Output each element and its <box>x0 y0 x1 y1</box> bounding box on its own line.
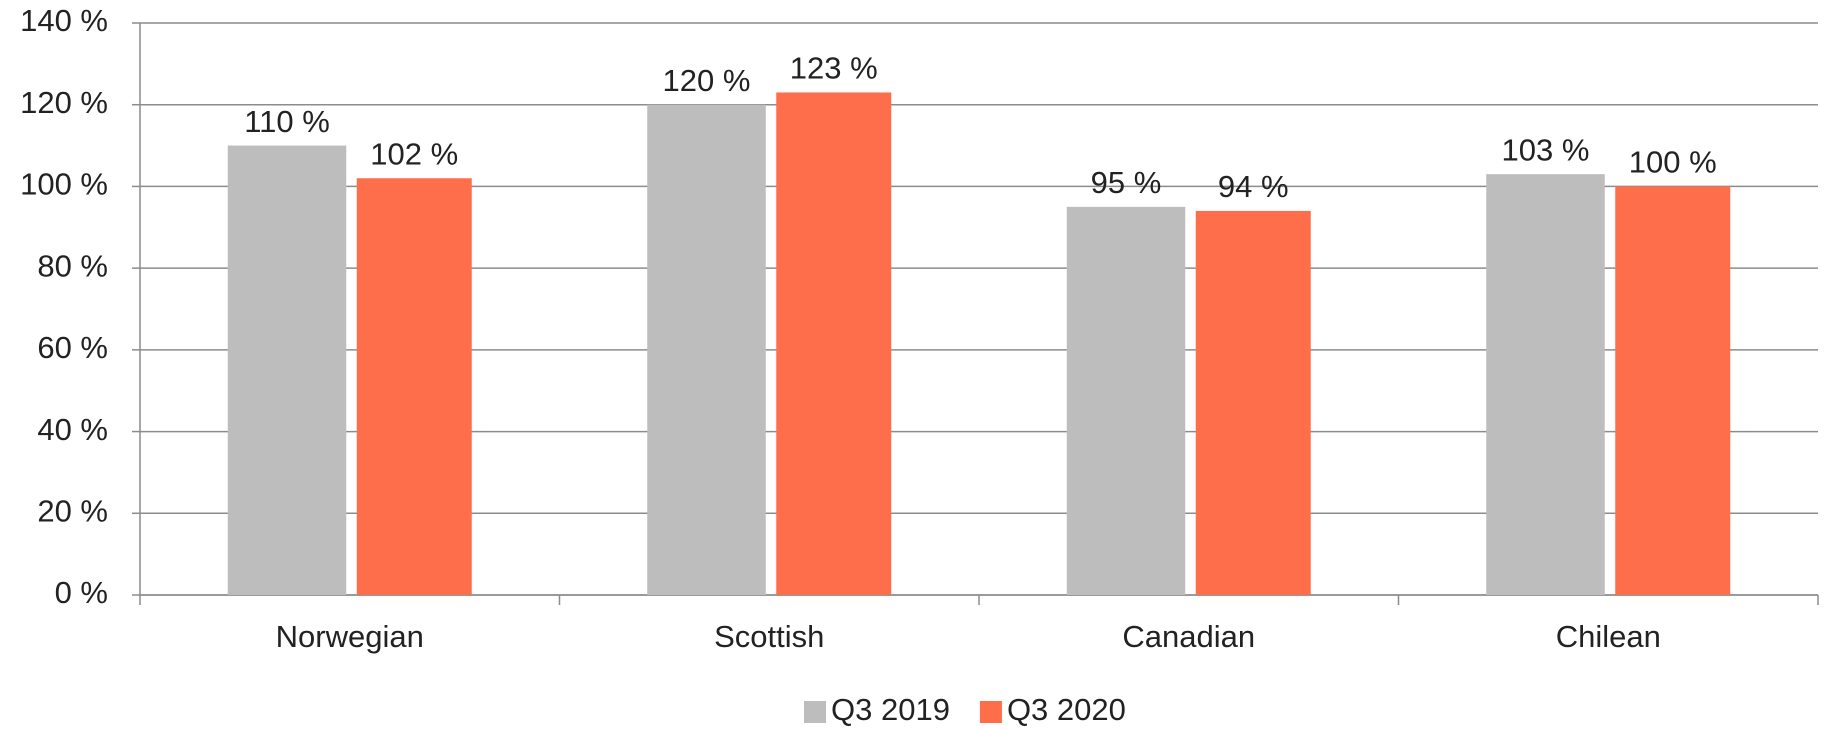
data-label: 95 % <box>1091 165 1162 200</box>
bar <box>1195 210 1311 595</box>
y-tick-label: 120 % <box>20 85 108 120</box>
data-label: 100 % <box>1629 145 1717 180</box>
bar <box>1615 186 1731 595</box>
y-tick-label: 60 % <box>37 330 108 365</box>
y-tick-label: 40 % <box>37 412 108 447</box>
bar <box>1066 206 1186 595</box>
y-tick-label: 0 % <box>55 575 108 610</box>
legend-label: Q3 2020 <box>1007 692 1126 727</box>
bar <box>227 145 347 596</box>
bar <box>1486 174 1605 595</box>
legend-swatch <box>979 701 1002 723</box>
x-tick-label: Norwegian <box>276 619 424 654</box>
data-label: 102 % <box>370 136 458 171</box>
data-label: 103 % <box>1502 132 1590 167</box>
y-tick-label: 80 % <box>37 248 108 283</box>
bar <box>647 104 766 595</box>
y-tick-label: 140 % <box>20 3 108 38</box>
x-tick-label: Canadian <box>1122 619 1255 654</box>
legend-label: Q3 2019 <box>831 692 950 727</box>
data-label: 123 % <box>790 51 878 86</box>
data-label: 120 % <box>663 63 751 98</box>
y-tick-label: 20 % <box>37 493 108 528</box>
legend-swatch <box>804 701 826 723</box>
data-label: 94 % <box>1218 169 1289 204</box>
bar <box>356 178 472 595</box>
x-tick-label: Chilean <box>1556 619 1661 654</box>
x-tick-label: Scottish <box>714 619 824 654</box>
data-label: 110 % <box>244 104 330 139</box>
y-tick-label: 100 % <box>20 167 108 202</box>
bar <box>776 92 892 595</box>
